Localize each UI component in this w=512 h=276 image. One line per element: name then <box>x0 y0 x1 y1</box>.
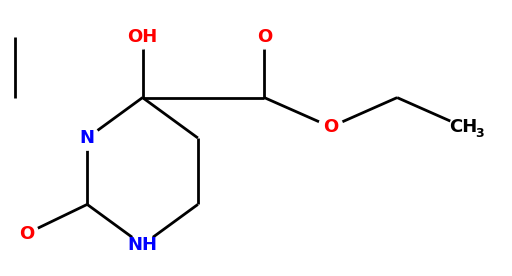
Text: NH: NH <box>127 236 158 254</box>
Text: OH: OH <box>127 28 158 46</box>
Circle shape <box>318 115 343 139</box>
Circle shape <box>14 222 38 246</box>
Text: CH: CH <box>450 118 478 136</box>
Circle shape <box>252 25 276 49</box>
Text: 3: 3 <box>475 127 483 140</box>
Circle shape <box>131 233 155 257</box>
Circle shape <box>450 113 477 141</box>
Text: O: O <box>18 225 34 243</box>
Text: N: N <box>80 129 95 147</box>
Text: O: O <box>323 118 338 136</box>
Text: O: O <box>257 28 272 46</box>
Circle shape <box>131 25 155 49</box>
Circle shape <box>75 126 99 150</box>
